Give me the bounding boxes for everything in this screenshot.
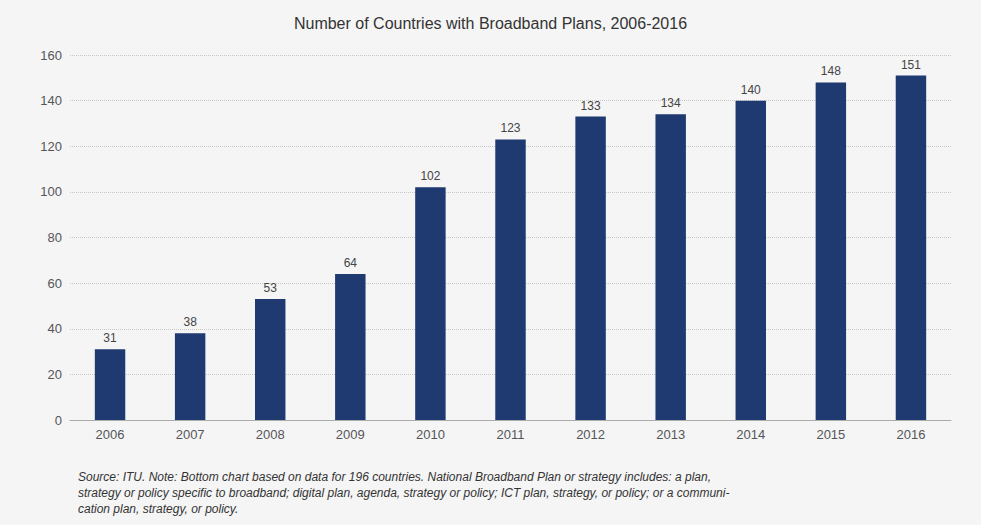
svg-text:64: 64 (344, 256, 358, 270)
svg-text:140: 140 (741, 83, 761, 97)
svg-text:53: 53 (264, 281, 278, 295)
svg-text:Source: ITU. Note: Bottom char: Source: ITU. Note: Bottom chart based on… (78, 470, 711, 484)
svg-text:133: 133 (581, 99, 601, 113)
svg-text:102: 102 (420, 169, 440, 183)
svg-text:148: 148 (821, 64, 841, 78)
svg-text:123: 123 (500, 121, 520, 135)
svg-text:40: 40 (48, 321, 62, 336)
svg-text:Number of Countries with Broad: Number of Countries with Broadband Plans… (294, 15, 687, 32)
svg-text:20: 20 (48, 367, 62, 382)
svg-text:2008: 2008 (256, 427, 285, 442)
svg-text:2010: 2010 (416, 427, 445, 442)
svg-text:140: 140 (40, 93, 62, 108)
svg-text:151: 151 (901, 58, 921, 72)
svg-text:0: 0 (55, 413, 62, 428)
svg-text:160: 160 (40, 48, 62, 63)
svg-text:2013: 2013 (656, 427, 685, 442)
svg-text:2009: 2009 (336, 427, 365, 442)
svg-text:134: 134 (661, 96, 681, 110)
svg-text:2014: 2014 (736, 427, 765, 442)
svg-text:2012: 2012 (576, 427, 605, 442)
svg-text:31: 31 (103, 331, 117, 345)
svg-text:100: 100 (40, 184, 62, 199)
svg-text:60: 60 (48, 276, 62, 291)
svg-text:cation plan, strategy, or poli: cation plan, strategy, or policy. (78, 502, 238, 516)
svg-text:2011: 2011 (497, 427, 525, 442)
svg-text:2007: 2007 (176, 427, 205, 442)
svg-text:120: 120 (40, 139, 62, 154)
svg-text:38: 38 (183, 315, 197, 329)
svg-text:80: 80 (48, 230, 62, 245)
svg-text:2006: 2006 (96, 427, 125, 442)
svg-text:2015: 2015 (816, 427, 845, 442)
svg-text:strategy or policy specific to: strategy or policy specific to broadband… (78, 486, 729, 500)
svg-text:2016: 2016 (896, 427, 925, 442)
